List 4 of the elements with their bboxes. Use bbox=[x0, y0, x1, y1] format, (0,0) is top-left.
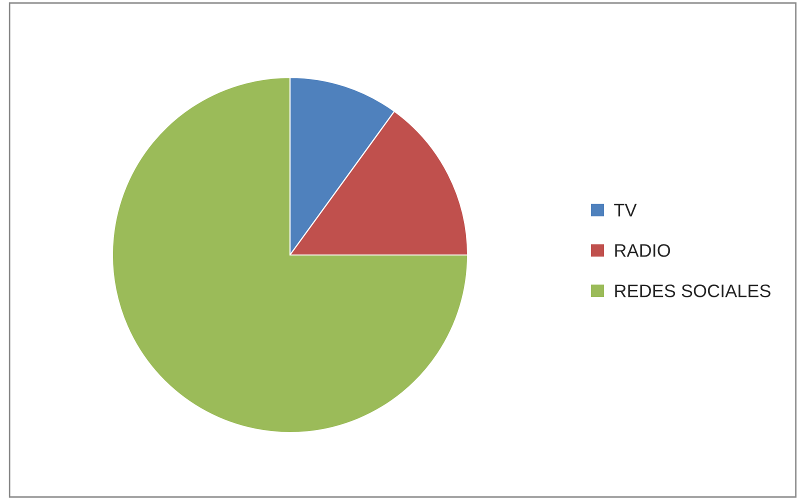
legend-label: REDES SOCIALES bbox=[615, 284, 770, 298]
pie-slice bbox=[112, 76, 468, 434]
legend-label: TV bbox=[614, 204, 637, 216]
legend-label: RADIO bbox=[615, 244, 670, 257]
